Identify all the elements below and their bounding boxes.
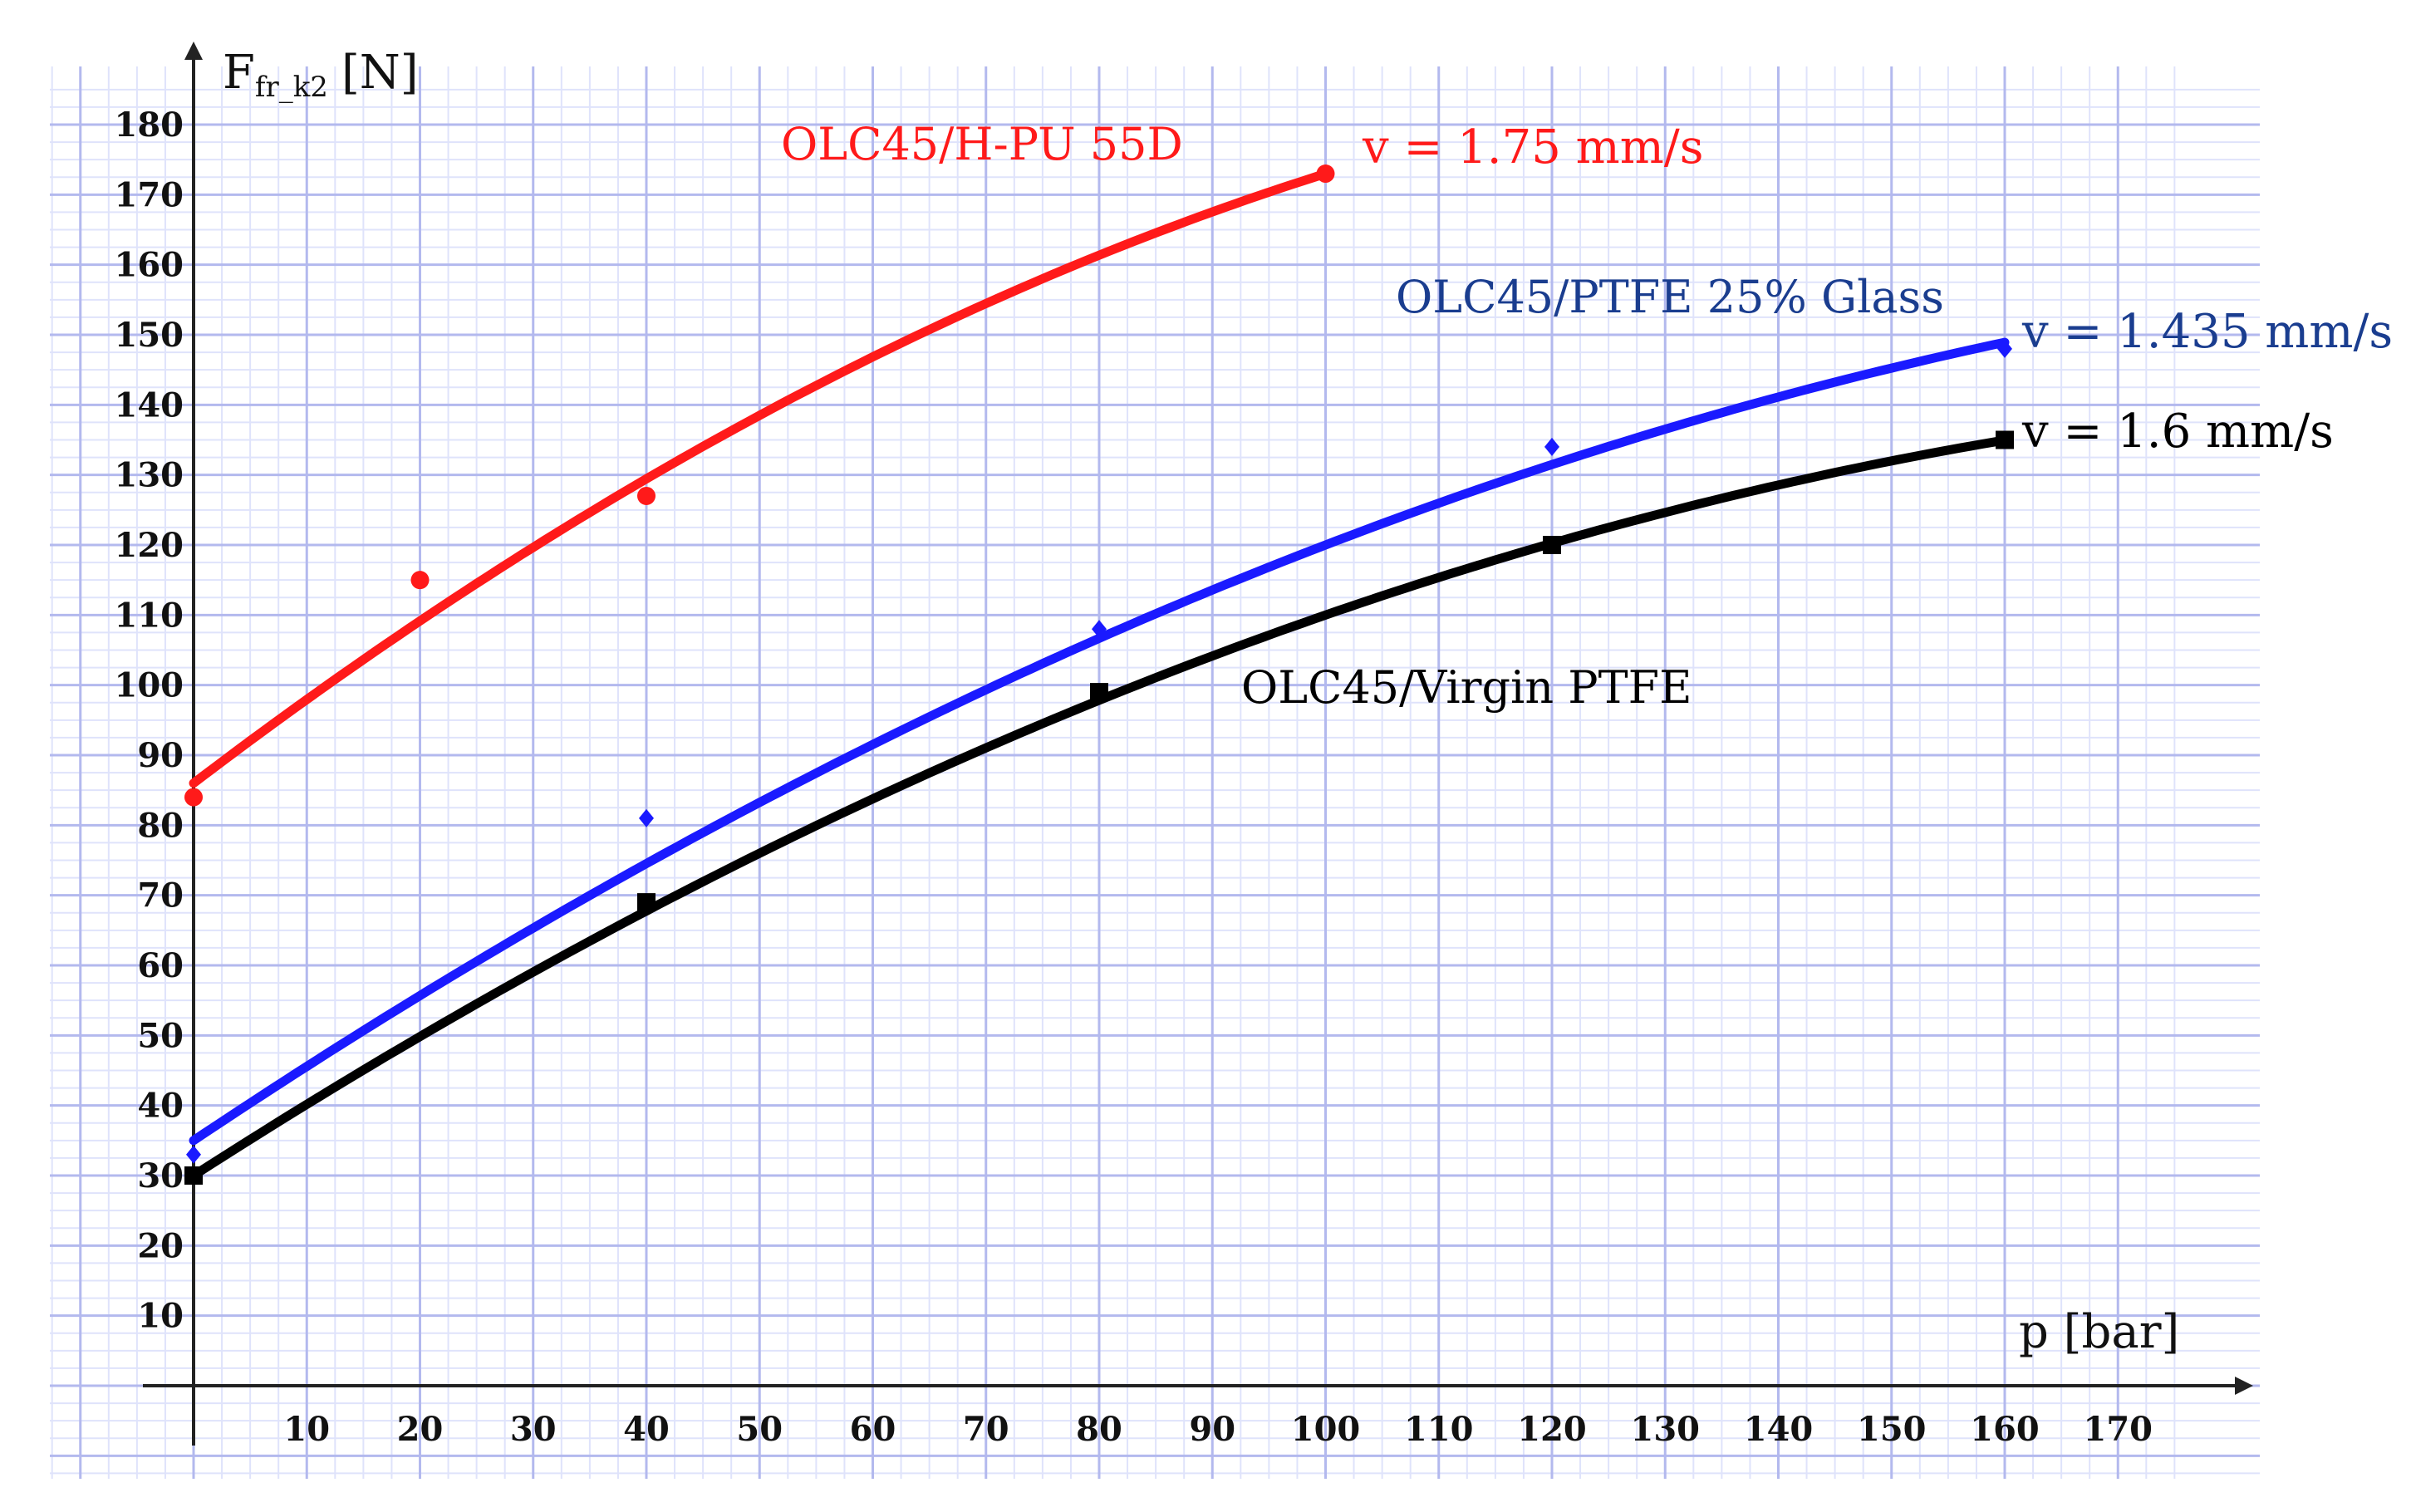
y-tick-label: 40 — [137, 1087, 184, 1126]
speed-label-virgin-ptfe: v = 1.6 mm/s — [2021, 405, 2334, 459]
x-tick-label: 170 — [2084, 1410, 2153, 1449]
fit-curve-series-1 — [189, 337, 2010, 1146]
x-tick-label: 150 — [1857, 1410, 1927, 1449]
x-tick-label: 50 — [736, 1410, 783, 1449]
x-tick-label: 70 — [963, 1410, 1009, 1449]
y-tick-label: 170 — [115, 175, 184, 214]
y-tick-label: 10 — [137, 1297, 184, 1336]
speed-label-hpu: v = 1.75 mm/s — [1362, 120, 1703, 174]
data-markers — [184, 164, 2014, 1185]
y-tick-label: 100 — [115, 666, 184, 705]
y-axis-title-unit: [N] — [341, 46, 419, 100]
y-tick-label: 110 — [115, 596, 184, 635]
y-axis-title-subscript: fr_k2 — [255, 71, 328, 104]
y-tick-label: 20 — [137, 1226, 184, 1265]
x-tick-label: 160 — [1970, 1410, 2040, 1449]
series-label-ptfe-glass: OLC45/PTFE 25% Glass — [1396, 271, 1944, 323]
x-tick-label: 40 — [623, 1410, 670, 1449]
tick-labels: 10 20 30 40 50 60 70 80 90 100 110 120 130 140 150 160 1… — [115, 106, 2153, 1449]
y-tick-label: 30 — [137, 1156, 184, 1195]
data-point-series-0 — [184, 788, 203, 807]
data-point-series-1 — [639, 808, 654, 827]
x-tick-label: 60 — [850, 1410, 896, 1449]
fit-curve-series-0 — [189, 169, 1330, 788]
y-axis-title: Ffr_k2 [N] — [223, 46, 419, 104]
series-label-virgin-ptfe: OLC45/Virgin PTFE — [1241, 661, 1692, 714]
speed-label-ptfe-glass: v = 1.435 mm/s — [2021, 305, 2393, 359]
data-point-series-2 — [637, 893, 656, 912]
x-tick-label: 120 — [1517, 1410, 1587, 1449]
y-tick-label: 150 — [115, 316, 184, 355]
y-tick-label: 180 — [115, 106, 184, 145]
data-point-series-1 — [1997, 339, 2012, 358]
data-point-series-1 — [1092, 620, 1107, 639]
x-tick-label: 100 — [1291, 1410, 1361, 1449]
y-tick-label: 50 — [137, 1016, 184, 1055]
x-tick-label: 30 — [510, 1410, 557, 1449]
data-point-series-2 — [1090, 683, 1108, 702]
x-tick-label: 110 — [1404, 1410, 1474, 1449]
data-point-series-0 — [410, 571, 430, 590]
y-axis-arrow — [184, 42, 203, 60]
x-tick-label: 90 — [1189, 1410, 1235, 1449]
data-point-series-2 — [1996, 430, 2014, 449]
y-tick-label: 130 — [115, 456, 184, 495]
x-tick-label: 10 — [283, 1410, 330, 1449]
y-axis-title-main: F — [223, 46, 255, 100]
y-tick-label: 60 — [137, 946, 184, 985]
y-tick-label: 160 — [115, 246, 184, 285]
data-point-series-2 — [184, 1166, 203, 1185]
axes — [143, 42, 2253, 1446]
y-tick-label: 120 — [115, 526, 184, 565]
x-tick-label: 130 — [1631, 1410, 1701, 1449]
data-point-series-0 — [1316, 164, 1335, 184]
x-tick-label: 80 — [1076, 1410, 1122, 1449]
series-label-hpu: OLC45/H-PU 55D — [781, 118, 1183, 170]
annotations: Ffr_k2 [N] p [bar] OLC45/H-PU 55D v = 1.7… — [223, 46, 2393, 1359]
y-tick-label: 90 — [137, 736, 184, 775]
x-axis-title: p [bar] — [2019, 1305, 2179, 1359]
data-point-series-0 — [637, 486, 656, 505]
data-point-series-1 — [1544, 437, 1559, 456]
y-tick-label: 140 — [115, 385, 184, 425]
y-tick-label: 70 — [137, 876, 184, 916]
x-tick-label: 140 — [1744, 1410, 1814, 1449]
x-tick-label: 20 — [397, 1410, 444, 1449]
data-point-series-2 — [1543, 536, 1561, 554]
data-point-series-1 — [186, 1145, 201, 1164]
y-tick-label: 80 — [137, 806, 184, 845]
x-axis-arrow — [2235, 1377, 2253, 1395]
